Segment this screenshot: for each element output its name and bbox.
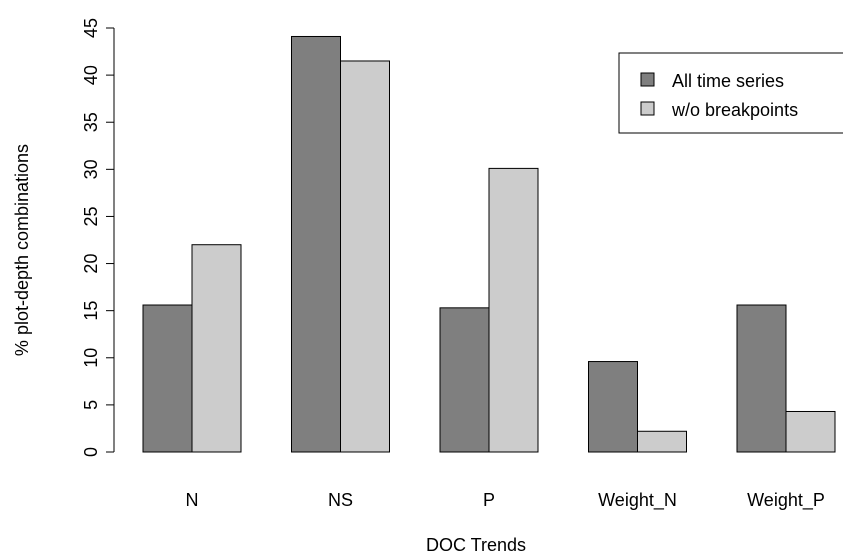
- y-tick-label-35: 35: [81, 112, 101, 132]
- bar-ns-series-1: [291, 35, 341, 453]
- category-labels: N NS P Weight_N Weight_P: [186, 490, 825, 511]
- bar-ns-series-2: [340, 60, 390, 453]
- legend-label-wo-breakpoints: w/o breakpoints: [671, 100, 798, 120]
- bar-weight-n-series-1: [588, 361, 638, 453]
- legend-label-all-time-series: All time series: [672, 71, 784, 91]
- y-axis-title: % plot-depth combinations: [12, 144, 32, 356]
- x-category-label-ns: NS: [328, 490, 353, 510]
- x-category-label-p: P: [483, 490, 495, 510]
- bar-p-series-2: [488, 167, 539, 453]
- y-tick-label-45: 45: [81, 18, 101, 38]
- bar-weight-n-series-2: [637, 430, 687, 453]
- y-tick-label-40: 40: [81, 65, 101, 85]
- y-tick-label-5: 5: [81, 400, 101, 410]
- bar-p-series-1: [439, 307, 490, 453]
- y-tick-label-15: 15: [81, 301, 101, 321]
- y-tick-label-20: 20: [81, 254, 101, 274]
- y-tick-label-30: 30: [81, 159, 101, 179]
- x-axis-title: DOC Trends: [426, 535, 526, 555]
- x-category-label-weight-p: Weight_P: [747, 490, 825, 511]
- x-category-label-n: N: [186, 490, 199, 510]
- legend-swatch-wo-breakpoints: [640, 101, 655, 116]
- legend: All time series w/o breakpoints: [618, 52, 843, 134]
- bar-weight-p-series-2: [785, 410, 836, 453]
- bar-n-series-2: [191, 244, 242, 453]
- legend-swatch-all-time-series: [640, 72, 655, 87]
- bar-weight-p-series-1: [736, 304, 787, 453]
- bars-group: [142, 35, 836, 453]
- legend-box: [618, 52, 843, 134]
- y-tick-label-0: 0: [81, 447, 101, 457]
- x-category-label-weight-n: Weight_N: [598, 490, 677, 511]
- bar-n-series-1: [142, 304, 193, 453]
- y-axis: 0 5 10 15 20 25 30 35 40 45: [81, 18, 115, 457]
- y-tick-label-25: 25: [81, 206, 101, 226]
- y-tick-label-10: 10: [81, 348, 101, 368]
